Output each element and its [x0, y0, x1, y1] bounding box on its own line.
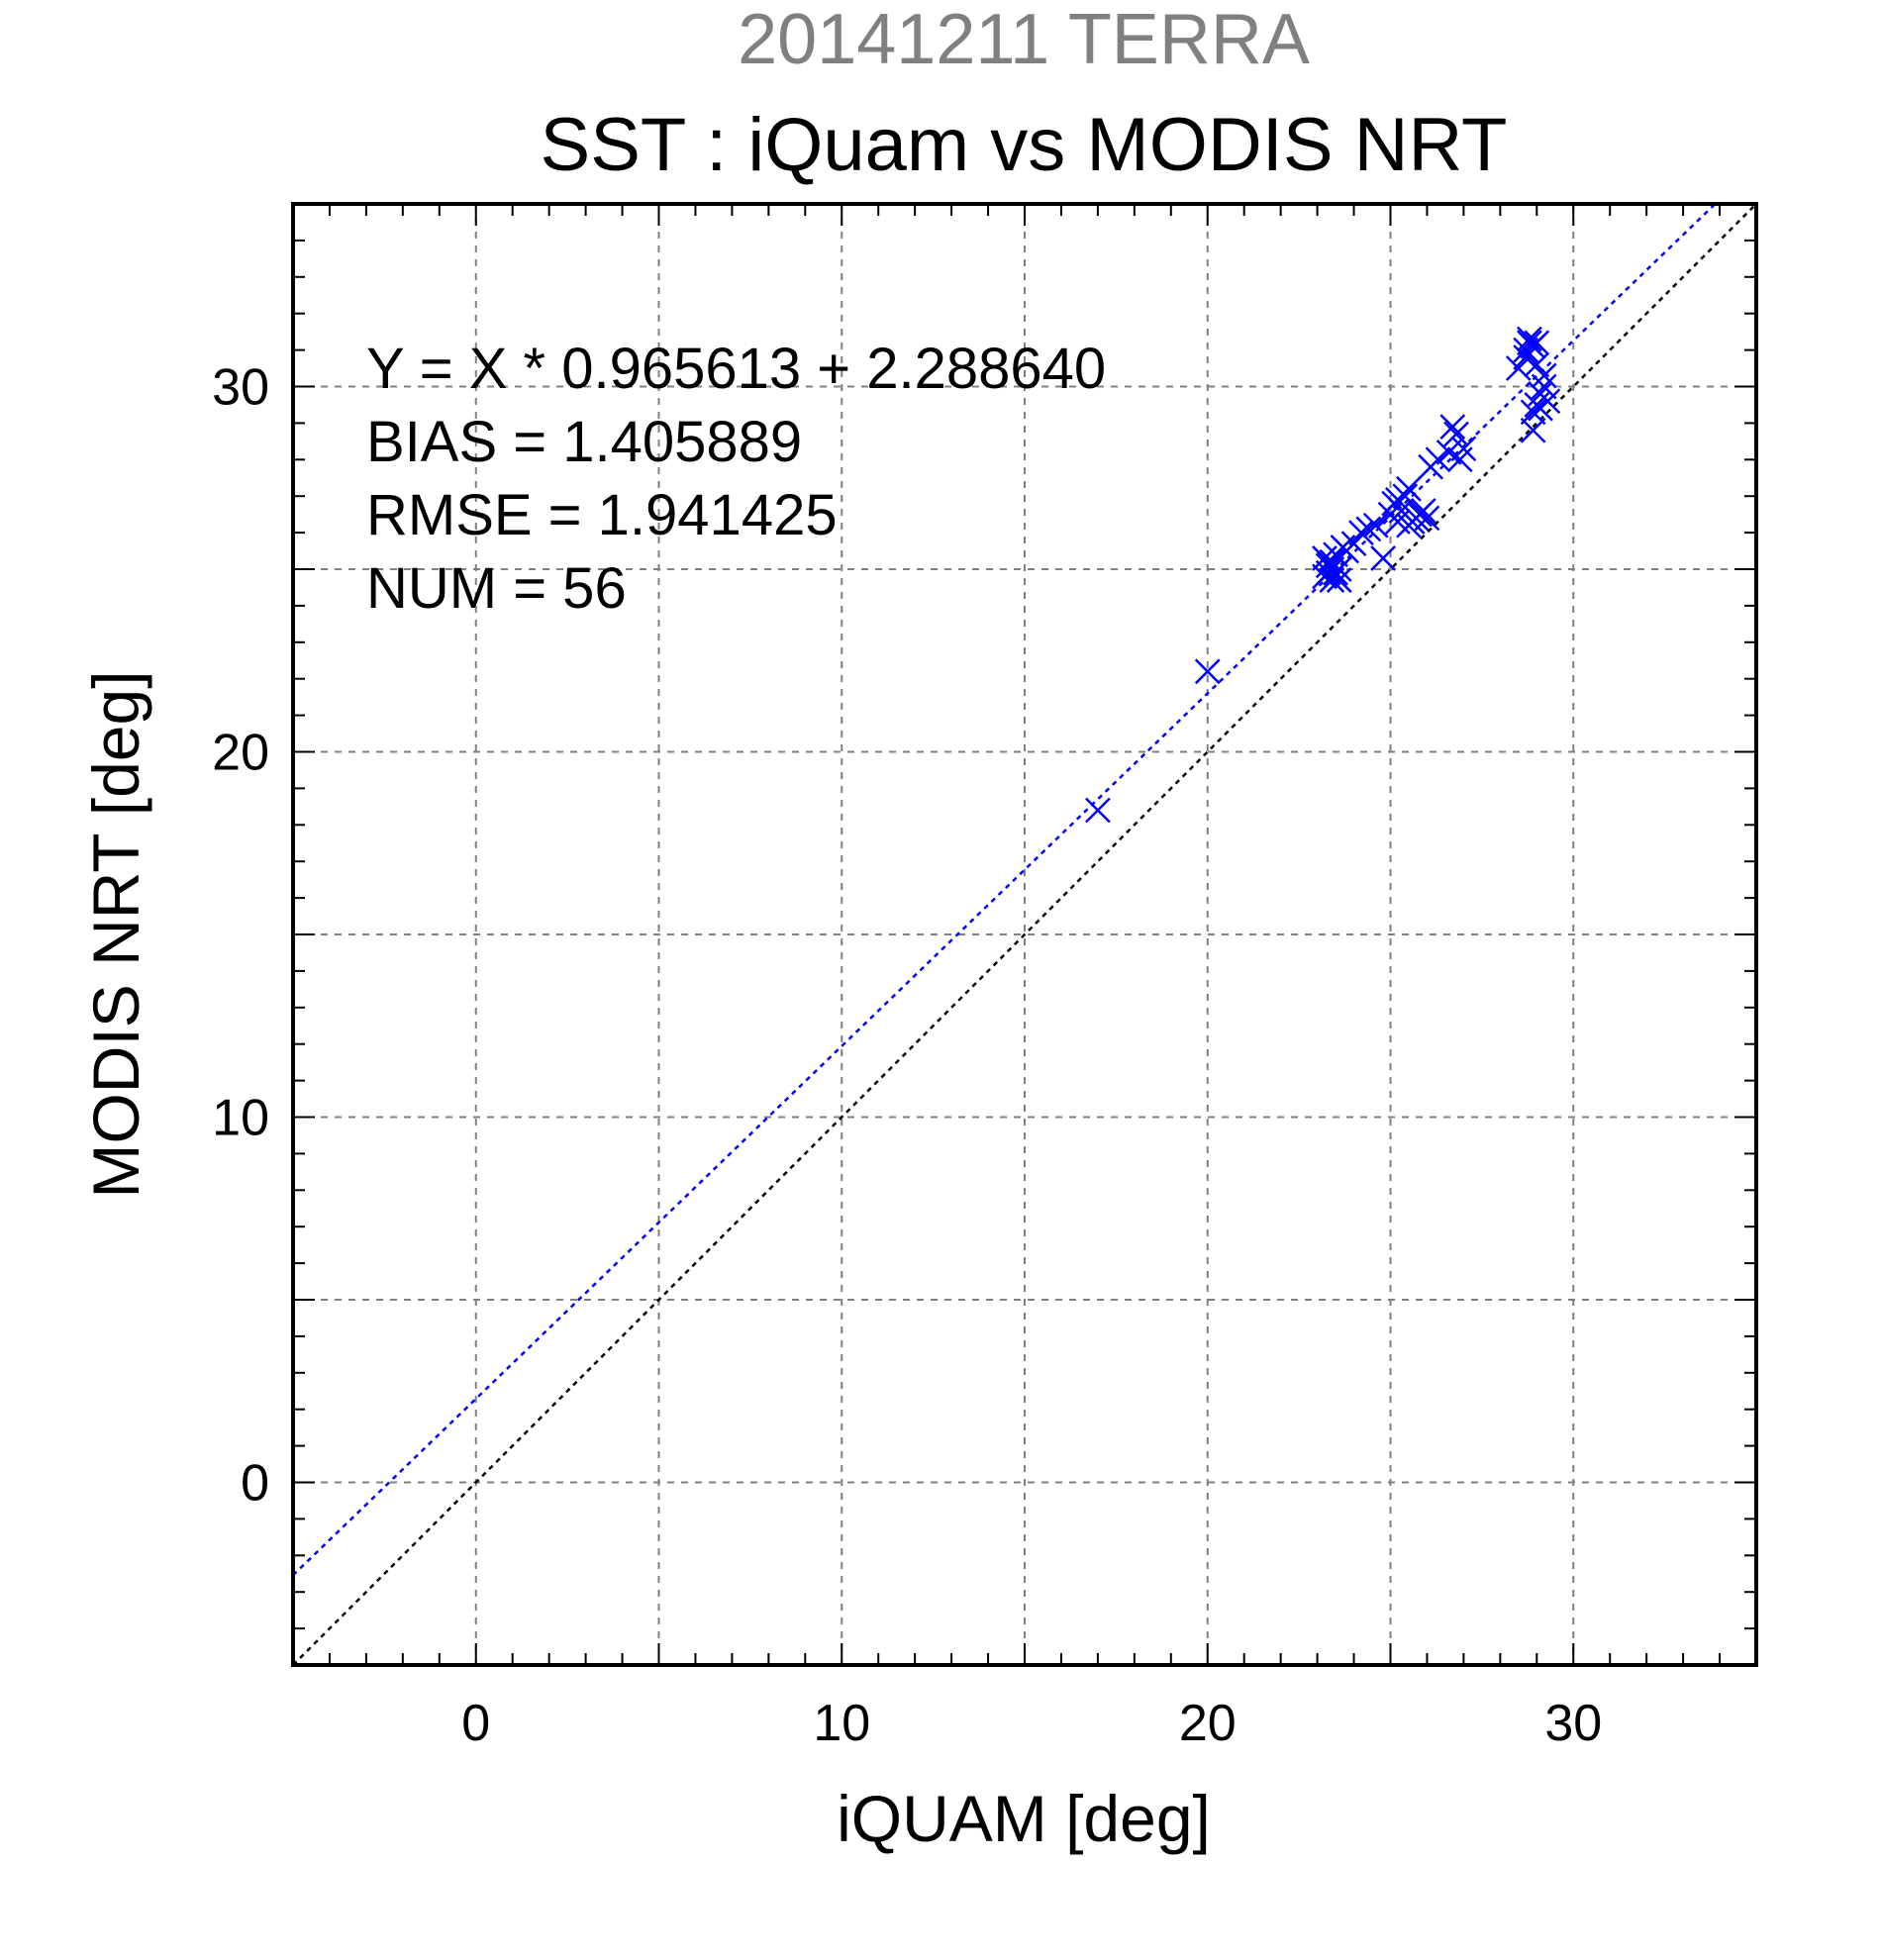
- data-point-stroke: [1513, 344, 1539, 370]
- data-point: [1443, 421, 1469, 447]
- regression-line: [293, 204, 1718, 1577]
- x-tick-label: 30: [1544, 1695, 1602, 1752]
- x-tick-labels: 0 10 20 30: [461, 1695, 1602, 1752]
- data-point-stroke: [1436, 440, 1462, 465]
- y-tick-label: 20: [212, 725, 269, 782]
- data-point: [1524, 351, 1550, 378]
- data-point: [1396, 512, 1422, 539]
- y-tick-label: 0: [241, 1455, 269, 1513]
- x-axis-label: iQUAM [deg]: [837, 1782, 1211, 1855]
- data-point-stroke: [1319, 567, 1345, 593]
- bias-value: BIAS = 1.405889: [366, 410, 802, 474]
- data-point: [1531, 362, 1557, 389]
- data-point-stroke: [1396, 512, 1422, 539]
- y-tick-labels: 0 10 20 30: [212, 359, 269, 1513]
- data-point: [1385, 487, 1411, 513]
- data-point: [1194, 658, 1221, 685]
- data-point-stroke: [1194, 658, 1221, 685]
- data-point: [1362, 512, 1389, 539]
- y-tick-label: 10: [212, 1090, 269, 1147]
- data-point: [1355, 516, 1382, 542]
- data-point-stroke: [1531, 373, 1557, 400]
- data-point: [1531, 373, 1557, 400]
- x-tick-label: 0: [461, 1695, 490, 1752]
- data-point-stroke: [1520, 417, 1546, 443]
- data-point: [1085, 797, 1111, 824]
- x-tick-label: 20: [1179, 1695, 1237, 1752]
- data-point-stroke: [1392, 483, 1419, 510]
- data-point: [1348, 520, 1374, 545]
- data-point-stroke: [1531, 362, 1557, 389]
- data-point-stroke: [1524, 330, 1550, 356]
- data-point-stroke: [1439, 414, 1466, 440]
- data-point-stroke: [1425, 446, 1451, 473]
- data-point: [1436, 440, 1462, 465]
- y-tick-label: 30: [212, 359, 269, 417]
- chart-suptitle: 20141211 TERRA: [738, 0, 1310, 79]
- data-point: [1319, 567, 1345, 593]
- data-point: [1414, 505, 1440, 532]
- data-point-stroke: [1348, 520, 1374, 545]
- data-point: [1439, 414, 1466, 440]
- data-point: [1520, 399, 1546, 426]
- data-point: [1513, 337, 1539, 363]
- data-point: [1524, 330, 1550, 356]
- identity-line: [293, 204, 1756, 1665]
- y-axis-label: MODIS NRT [deg]: [79, 670, 152, 1198]
- plot-frame: [291, 202, 1758, 1667]
- data-point-stroke: [1326, 567, 1352, 593]
- data-point-stroke: [1520, 399, 1546, 426]
- data-point: [1326, 567, 1352, 593]
- data-point-stroke: [1085, 797, 1111, 824]
- data-point: [1392, 483, 1419, 510]
- data-point-stroke: [1385, 487, 1411, 513]
- data-point: [1425, 446, 1451, 473]
- data-points: [1085, 326, 1561, 824]
- statistics-annotation: Y = X * 0.965613 + 2.288640 BIAS = 1.405…: [366, 337, 1106, 621]
- data-point-stroke: [1524, 351, 1550, 378]
- regression-equation: Y = X * 0.965613 + 2.288640: [366, 337, 1106, 401]
- data-point: [1370, 545, 1396, 571]
- data-point-stroke: [1319, 548, 1345, 575]
- data-point-stroke: [1355, 516, 1382, 542]
- data-point: [1319, 548, 1345, 575]
- data-point-stroke: [1362, 512, 1389, 539]
- data-point: [1520, 417, 1546, 443]
- rmse-value: RMSE = 1.941425: [366, 483, 838, 547]
- data-point: [1528, 395, 1553, 422]
- data-point-stroke: [1505, 355, 1532, 381]
- data-point-stroke: [1446, 446, 1473, 473]
- data-point-stroke: [1513, 337, 1539, 363]
- data-point-stroke: [1443, 421, 1469, 447]
- data-point-stroke: [1370, 545, 1396, 571]
- data-point-stroke: [1414, 505, 1440, 532]
- chart-title: SST : iQuam vs MODIS NRT: [541, 103, 1508, 187]
- x-tick-label: 10: [813, 1695, 870, 1752]
- data-point-stroke: [1528, 395, 1553, 422]
- count-value: NUM = 56: [366, 556, 627, 621]
- data-point: [1446, 446, 1473, 473]
